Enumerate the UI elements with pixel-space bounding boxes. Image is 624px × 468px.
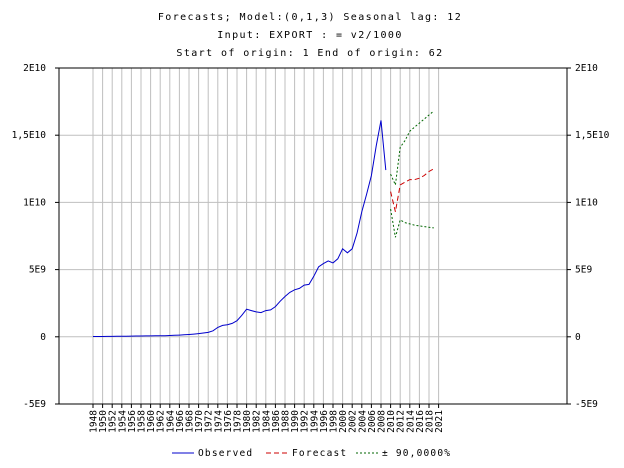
x-tick-label: 1998 [329, 410, 340, 433]
data-series [93, 110, 435, 337]
x-tick-label: 2014 [405, 410, 416, 433]
x-tick-label: 1952 [108, 410, 119, 433]
x-tick-label: 1954 [117, 410, 128, 433]
series-line-observed-0 [93, 120, 387, 337]
x-tick-label: 2006 [367, 410, 378, 433]
x-tick-label: 2021 [434, 410, 445, 433]
x-tick-label: 1990 [290, 410, 301, 433]
legend: Observed Forecast ± 90,0000% [172, 448, 451, 459]
y-tick-label-left: -5E9 [23, 399, 46, 410]
x-tick-label: 1992 [300, 410, 311, 433]
x-tick-label: 1950 [98, 410, 109, 433]
y-tick-label-left: 0 [40, 332, 46, 343]
legend-label: Forecast [292, 448, 347, 459]
x-tick-label: 1972 [204, 410, 215, 433]
x-tick-label: 1968 [185, 410, 196, 433]
x-tick-label: 2004 [357, 410, 368, 433]
y-tick-label-left: 1,5E10 [12, 130, 47, 141]
series-line-90-0000-2 [390, 110, 435, 187]
y-tick-label-left: 1E10 [23, 197, 46, 208]
grid-lines [59, 67, 567, 405]
y-tick-label-right: 2E10 [575, 63, 598, 74]
series-line-forecast-1 [390, 168, 435, 212]
title-line-2: Input: EXPORT : = v2/1000 [217, 30, 403, 41]
x-tick-label: 1988 [281, 410, 292, 433]
legend-label: Observed [198, 448, 253, 459]
x-tick-label: 1980 [242, 410, 253, 433]
y-tick-label-right: -5E9 [575, 399, 598, 410]
x-tick-label: 1948 [89, 410, 100, 433]
y-tick-label-left: 5E9 [29, 265, 46, 276]
x-tick-label: 2000 [338, 410, 349, 433]
y-tick-label-right: 1E10 [575, 197, 598, 208]
x-tick-label: 1970 [194, 410, 205, 433]
title-line-3: Start of origin: 1 End of origin: 62 [176, 48, 443, 59]
x-tick-label: 2008 [377, 410, 388, 433]
x-tick-label: 1982 [252, 410, 263, 433]
y-tick-label-right: 1,5E10 [575, 130, 610, 141]
x-tick-label: 2002 [348, 410, 359, 433]
x-tick-label: 1994 [309, 410, 320, 433]
title-line-1: Forecasts; Model:(0,1,3) Seasonal lag: 1… [158, 12, 462, 23]
x-tick-label: 1978 [233, 410, 244, 433]
series-line-90-0000-3 [390, 209, 434, 238]
x-tick-label: 1996 [319, 410, 330, 433]
x-tick-label: 2010 [386, 410, 397, 433]
y-axis-ticks: 2E10 2E10 1,5E10 1,5E10 1E10 1E10 5E9 5E9 0 0 -5E9… [12, 63, 610, 410]
x-tick-label: 1964 [165, 410, 176, 433]
y-tick-label-right: 0 [575, 332, 581, 343]
legend-label: ± 90,0000% [382, 448, 451, 459]
x-tick-label: 1960 [146, 410, 157, 433]
y-tick-label-left: 2E10 [23, 63, 46, 74]
x-tick-label: 1986 [271, 410, 282, 433]
x-tick-label: 1976 [223, 410, 234, 433]
x-tick-label: 1974 [213, 410, 224, 433]
x-tick-label: 1966 [175, 410, 186, 433]
x-tick-label: 1958 [137, 410, 148, 433]
x-tick-label: 2012 [396, 410, 407, 433]
chart-title: Forecasts; Model:(0,1,3) Seasonal lag: 1… [158, 12, 462, 59]
x-tick-label: 1962 [156, 410, 167, 433]
x-tick-label: 1984 [261, 410, 272, 433]
x-tick-label: 1956 [127, 410, 138, 433]
y-tick-label-right: 5E9 [575, 265, 592, 276]
plot-area [58, 67, 568, 405]
x-axis-ticks: 1948195019521954195619581960196219641966… [89, 404, 445, 433]
x-tick-label: 2018 [425, 410, 436, 433]
x-tick-label: 2016 [415, 410, 426, 433]
